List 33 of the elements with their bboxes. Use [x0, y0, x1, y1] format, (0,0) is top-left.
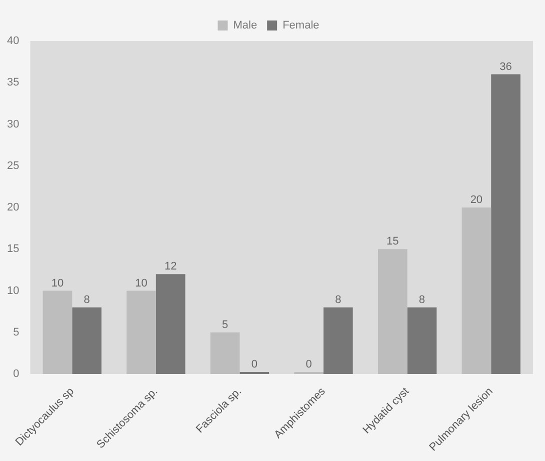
bar — [407, 307, 437, 374]
data-label: 10 — [135, 277, 148, 290]
data-label: 0 — [306, 358, 312, 371]
data-label: 20 — [470, 194, 483, 206]
y-tick-label: 35 — [6, 76, 20, 89]
data-label: 12 — [164, 260, 177, 273]
bar — [462, 208, 492, 374]
y-tick-label: 25 — [6, 160, 20, 172]
y-tick-label: 40 — [6, 35, 20, 48]
data-label: 0 — [251, 358, 258, 371]
bar — [42, 290, 72, 374]
data-label: 8 — [418, 294, 426, 306]
data-label: 15 — [386, 236, 399, 248]
bar — [156, 274, 186, 374]
y-tick-label: 20 — [6, 202, 20, 214]
y-tick-label: 5 — [13, 326, 20, 338]
legend-label: Male — [233, 20, 258, 32]
bar — [210, 332, 240, 374]
data-label: 8 — [335, 294, 342, 306]
data-label: 10 — [51, 277, 64, 290]
y-tick-label: 0 — [13, 368, 20, 380]
bar — [324, 307, 353, 374]
y-tick-label: 10 — [6, 284, 20, 297]
bar — [378, 249, 408, 374]
bar — [126, 290, 156, 374]
data-label: 8 — [84, 294, 90, 306]
y-tick-label: 15 — [6, 243, 20, 256]
data-label: 5 — [222, 318, 228, 331]
bar — [491, 74, 520, 374]
legend-label: Female — [282, 20, 320, 32]
y-tick-label: 30 — [6, 118, 20, 130]
bar — [72, 307, 102, 374]
data-label: 36 — [500, 60, 512, 73]
